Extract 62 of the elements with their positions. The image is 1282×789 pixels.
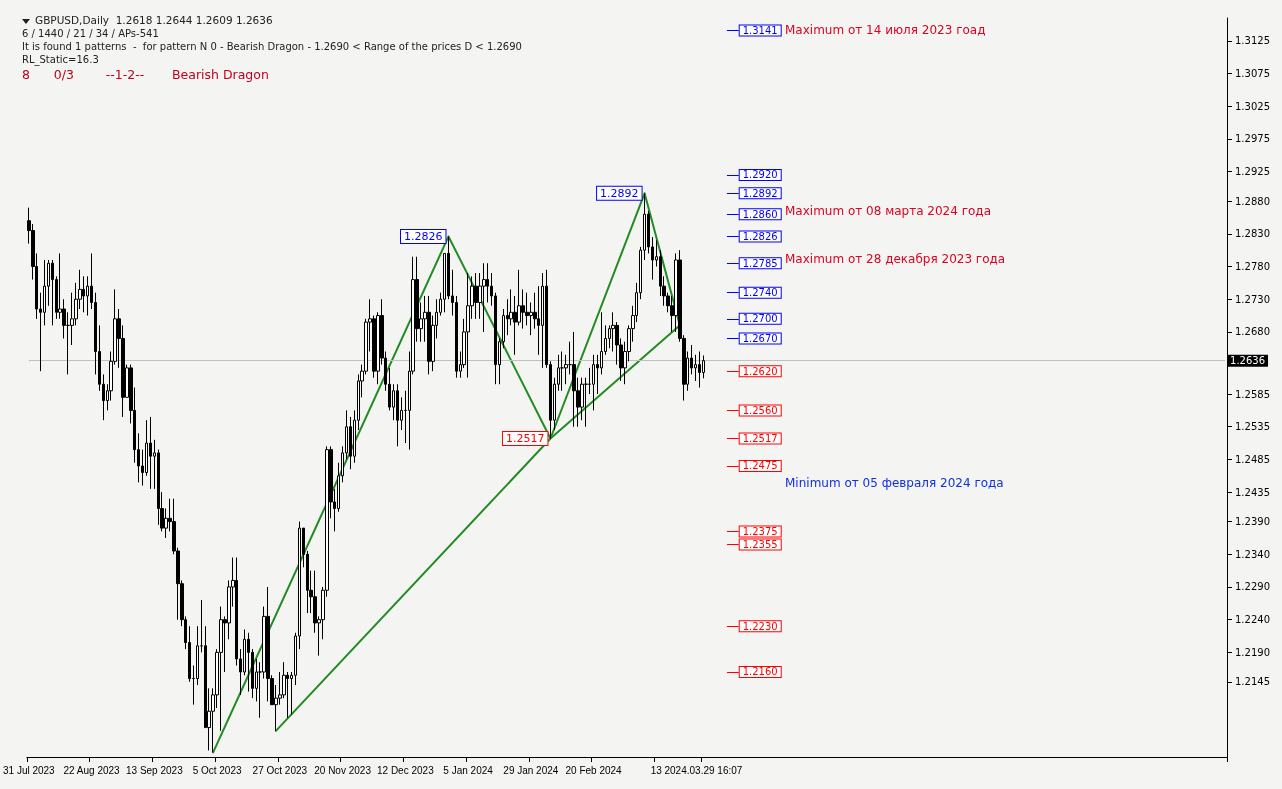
ref-line-label: 1.2355 <box>742 538 778 550</box>
y-tick-label: 1.2145 <box>1235 676 1270 688</box>
y-tick-label: 1.2390 <box>1235 516 1270 528</box>
ref-line-label: 1.2620 <box>742 365 778 377</box>
ref-line-label: 1.2920 <box>742 169 778 181</box>
ref-line-label: 1.2892 <box>742 187 778 199</box>
ref-line-label: 1.2517 <box>742 433 778 445</box>
x-tick-label: 5 Oct 2023 <box>192 764 242 776</box>
data-label: 1.2826 <box>403 229 443 243</box>
x-tick-label: 5 Jan 2024 <box>443 764 494 776</box>
data-label: 1.2892 <box>600 186 639 200</box>
annotation: Minimum от 05 февраля 2024 года <box>785 476 1004 490</box>
annotation: Maximum от 08 марта 2024 года <box>785 204 992 218</box>
y-tick-label: 1.2925 <box>1235 166 1270 178</box>
ref-line-label: 1.2160 <box>742 666 778 678</box>
y-tick-label: 1.2830 <box>1235 228 1270 240</box>
annotation: Maximum от 14 июля 2023 гоад <box>785 23 986 37</box>
chart-title: GBPUSD,Daily 1.2618 1.2644 1.2609 1.2636 <box>34 14 274 27</box>
y-tick-label: 1.2190 <box>1235 646 1270 658</box>
y-tick-label: 1.2585 <box>1235 388 1270 400</box>
y-tick-label: 1.2730 <box>1235 293 1270 305</box>
x-tick-label: 2024.03.29 16:07 <box>664 764 743 776</box>
annotation: It is found 1 patterns - for pattern N 0 - Bearish Dragon - 1.2690 < Range of the prices D < 1.2690 <box>22 40 522 53</box>
y-tick-label: 1.2485 <box>1235 453 1270 465</box>
x-tick-label: 13 <box>650 764 663 776</box>
x-tick-label: 29 Jan 2024 <box>503 764 559 776</box>
y-tick-label: 1.2975 <box>1235 133 1270 145</box>
x-tick-label: 13 Sep 2023 <box>125 764 184 776</box>
annotation: 6 / 1440 / 21 / 34 / APs-541 <box>22 27 160 40</box>
x-tick-label: 20 Nov 2023 <box>314 764 372 776</box>
ref-line-label: 1.2230 <box>742 620 778 632</box>
annotation: Maximum от 28 декабря 2023 года <box>785 252 1006 266</box>
ref-line-label: 1.2636 <box>1230 355 1266 367</box>
ref-line-label: 1.2785 <box>742 257 778 269</box>
annotation: 8 0/3 --1-2-- Bearish Dragon <box>22 66 270 84</box>
y-tick-label: 1.2435 <box>1235 486 1270 498</box>
ref-line-label: 1.3141 <box>742 24 778 36</box>
x-tick-label: 31 Jul 2023 <box>2 764 56 776</box>
ref-line-label: 1.2860 <box>742 208 778 220</box>
x-tick-label: 20 Feb 2024 <box>565 764 623 776</box>
y-tick-label: 1.3075 <box>1235 68 1270 80</box>
x-tick-label: 27 Oct 2023 <box>252 764 308 776</box>
ref-line-label: 1.2560 <box>742 404 778 416</box>
y-tick-label: 1.2880 <box>1235 195 1270 207</box>
y-tick-label: 1.2290 <box>1235 581 1270 593</box>
annotation: RL_Static=16.3 <box>22 53 100 66</box>
ref-line-label: 1.2670 <box>742 332 778 344</box>
y-tick-label: 1.2340 <box>1235 548 1270 560</box>
data-label: 1.2517 <box>505 432 545 446</box>
y-tick-label: 1.2680 <box>1235 326 1270 338</box>
ref-line-label: 1.2826 <box>742 230 778 242</box>
y-tick-label: 1.2240 <box>1235 614 1270 626</box>
ref-line-label: 1.2375 <box>742 525 778 537</box>
x-tick-label: 22 Aug 2023 <box>63 764 121 776</box>
y-tick-label: 1.3125 <box>1235 35 1270 47</box>
ref-line-label: 1.2740 <box>742 287 778 299</box>
y-tick-label: 1.3025 <box>1235 100 1270 112</box>
y-tick-label: 1.2535 <box>1235 421 1270 433</box>
y-tick-label: 1.2780 <box>1235 261 1270 273</box>
ref-line-label: 1.2700 <box>742 313 778 325</box>
x-tick-label: 12 Dec 2023 <box>376 764 435 776</box>
ref-line-label: 1.2475 <box>742 460 778 472</box>
